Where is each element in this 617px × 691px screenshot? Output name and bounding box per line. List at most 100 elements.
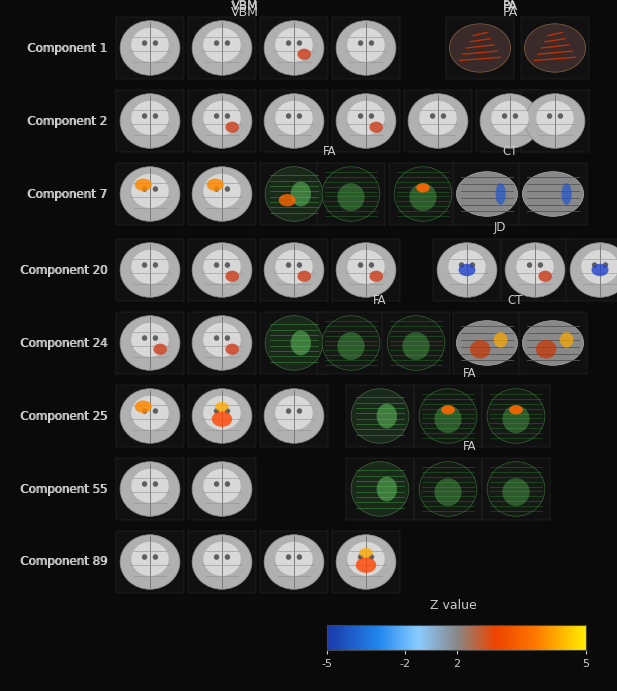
Ellipse shape [592, 264, 608, 276]
Ellipse shape [203, 28, 241, 62]
Ellipse shape [370, 271, 383, 282]
Ellipse shape [538, 263, 543, 268]
Text: Component 55: Component 55 [21, 482, 108, 495]
Ellipse shape [225, 271, 239, 282]
Ellipse shape [523, 321, 584, 366]
Ellipse shape [142, 187, 147, 192]
Ellipse shape [547, 113, 552, 119]
Bar [188, 17, 256, 79]
Ellipse shape [570, 243, 617, 297]
Ellipse shape [291, 182, 311, 207]
Ellipse shape [214, 335, 219, 341]
Ellipse shape [131, 28, 168, 62]
Bar [453, 163, 521, 225]
Ellipse shape [581, 250, 617, 284]
Ellipse shape [430, 113, 435, 119]
Ellipse shape [416, 183, 430, 193]
Ellipse shape [539, 271, 552, 282]
Text: Component 25: Component 25 [20, 410, 107, 422]
Text: PA: PA [502, 0, 518, 13]
Text: Component 89: Component 89 [20, 556, 107, 569]
Bar [332, 239, 400, 301]
Ellipse shape [142, 481, 147, 487]
Ellipse shape [120, 462, 180, 516]
Ellipse shape [358, 554, 363, 560]
Ellipse shape [297, 554, 302, 560]
Ellipse shape [225, 187, 230, 192]
Ellipse shape [153, 113, 158, 119]
Ellipse shape [142, 335, 147, 341]
Ellipse shape [437, 243, 497, 297]
Ellipse shape [495, 183, 506, 205]
Bar [519, 163, 587, 225]
Ellipse shape [225, 113, 230, 119]
Ellipse shape [264, 389, 324, 444]
Text: Component 2: Component 2 [27, 115, 107, 128]
Ellipse shape [297, 48, 311, 60]
Ellipse shape [419, 389, 477, 444]
Ellipse shape [214, 187, 219, 192]
Ellipse shape [322, 316, 380, 370]
Bar [414, 458, 482, 520]
Bar [521, 17, 589, 79]
Ellipse shape [470, 263, 475, 268]
Bar [332, 90, 400, 152]
Ellipse shape [131, 250, 168, 284]
Ellipse shape [192, 21, 252, 75]
Bar [414, 385, 482, 447]
Bar [188, 239, 256, 301]
Ellipse shape [394, 167, 452, 221]
Bar [116, 312, 184, 374]
Bar [116, 17, 184, 79]
Ellipse shape [131, 101, 168, 135]
Text: FA: FA [463, 367, 477, 380]
Bar [482, 385, 550, 447]
Ellipse shape [359, 548, 373, 558]
Bar [260, 163, 328, 225]
Ellipse shape [513, 113, 518, 119]
Ellipse shape [135, 401, 152, 413]
Ellipse shape [275, 542, 313, 576]
Text: JD: JD [494, 221, 507, 234]
Ellipse shape [120, 243, 180, 297]
Ellipse shape [225, 40, 230, 46]
Ellipse shape [369, 554, 374, 560]
Ellipse shape [358, 40, 363, 46]
Ellipse shape [214, 263, 219, 268]
Ellipse shape [214, 554, 219, 560]
Bar [260, 17, 328, 79]
Ellipse shape [131, 323, 168, 357]
Text: Component 89: Component 89 [21, 556, 108, 569]
Ellipse shape [347, 101, 385, 135]
Ellipse shape [153, 408, 158, 414]
Text: Component 25: Component 25 [21, 410, 108, 422]
Ellipse shape [458, 264, 476, 276]
Text: CT: CT [507, 294, 523, 307]
Ellipse shape [275, 101, 313, 135]
Ellipse shape [434, 405, 462, 433]
Ellipse shape [203, 542, 241, 576]
Bar [116, 163, 184, 225]
Ellipse shape [449, 250, 486, 284]
Ellipse shape [120, 389, 180, 444]
Ellipse shape [264, 243, 324, 297]
Ellipse shape [558, 113, 563, 119]
Ellipse shape [286, 554, 291, 560]
Text: Component 55: Component 55 [20, 482, 107, 495]
Ellipse shape [592, 263, 597, 268]
Bar [482, 458, 550, 520]
Ellipse shape [523, 171, 584, 216]
Text: FA: FA [463, 440, 477, 453]
Ellipse shape [153, 554, 158, 560]
Bar [332, 531, 400, 593]
Ellipse shape [153, 40, 158, 46]
Bar [188, 90, 256, 152]
Ellipse shape [502, 113, 507, 119]
Ellipse shape [337, 183, 365, 211]
Text: FA: FA [373, 294, 387, 307]
Bar [346, 458, 414, 520]
Ellipse shape [410, 183, 437, 211]
Ellipse shape [536, 101, 574, 135]
Ellipse shape [142, 554, 147, 560]
Ellipse shape [192, 535, 252, 589]
